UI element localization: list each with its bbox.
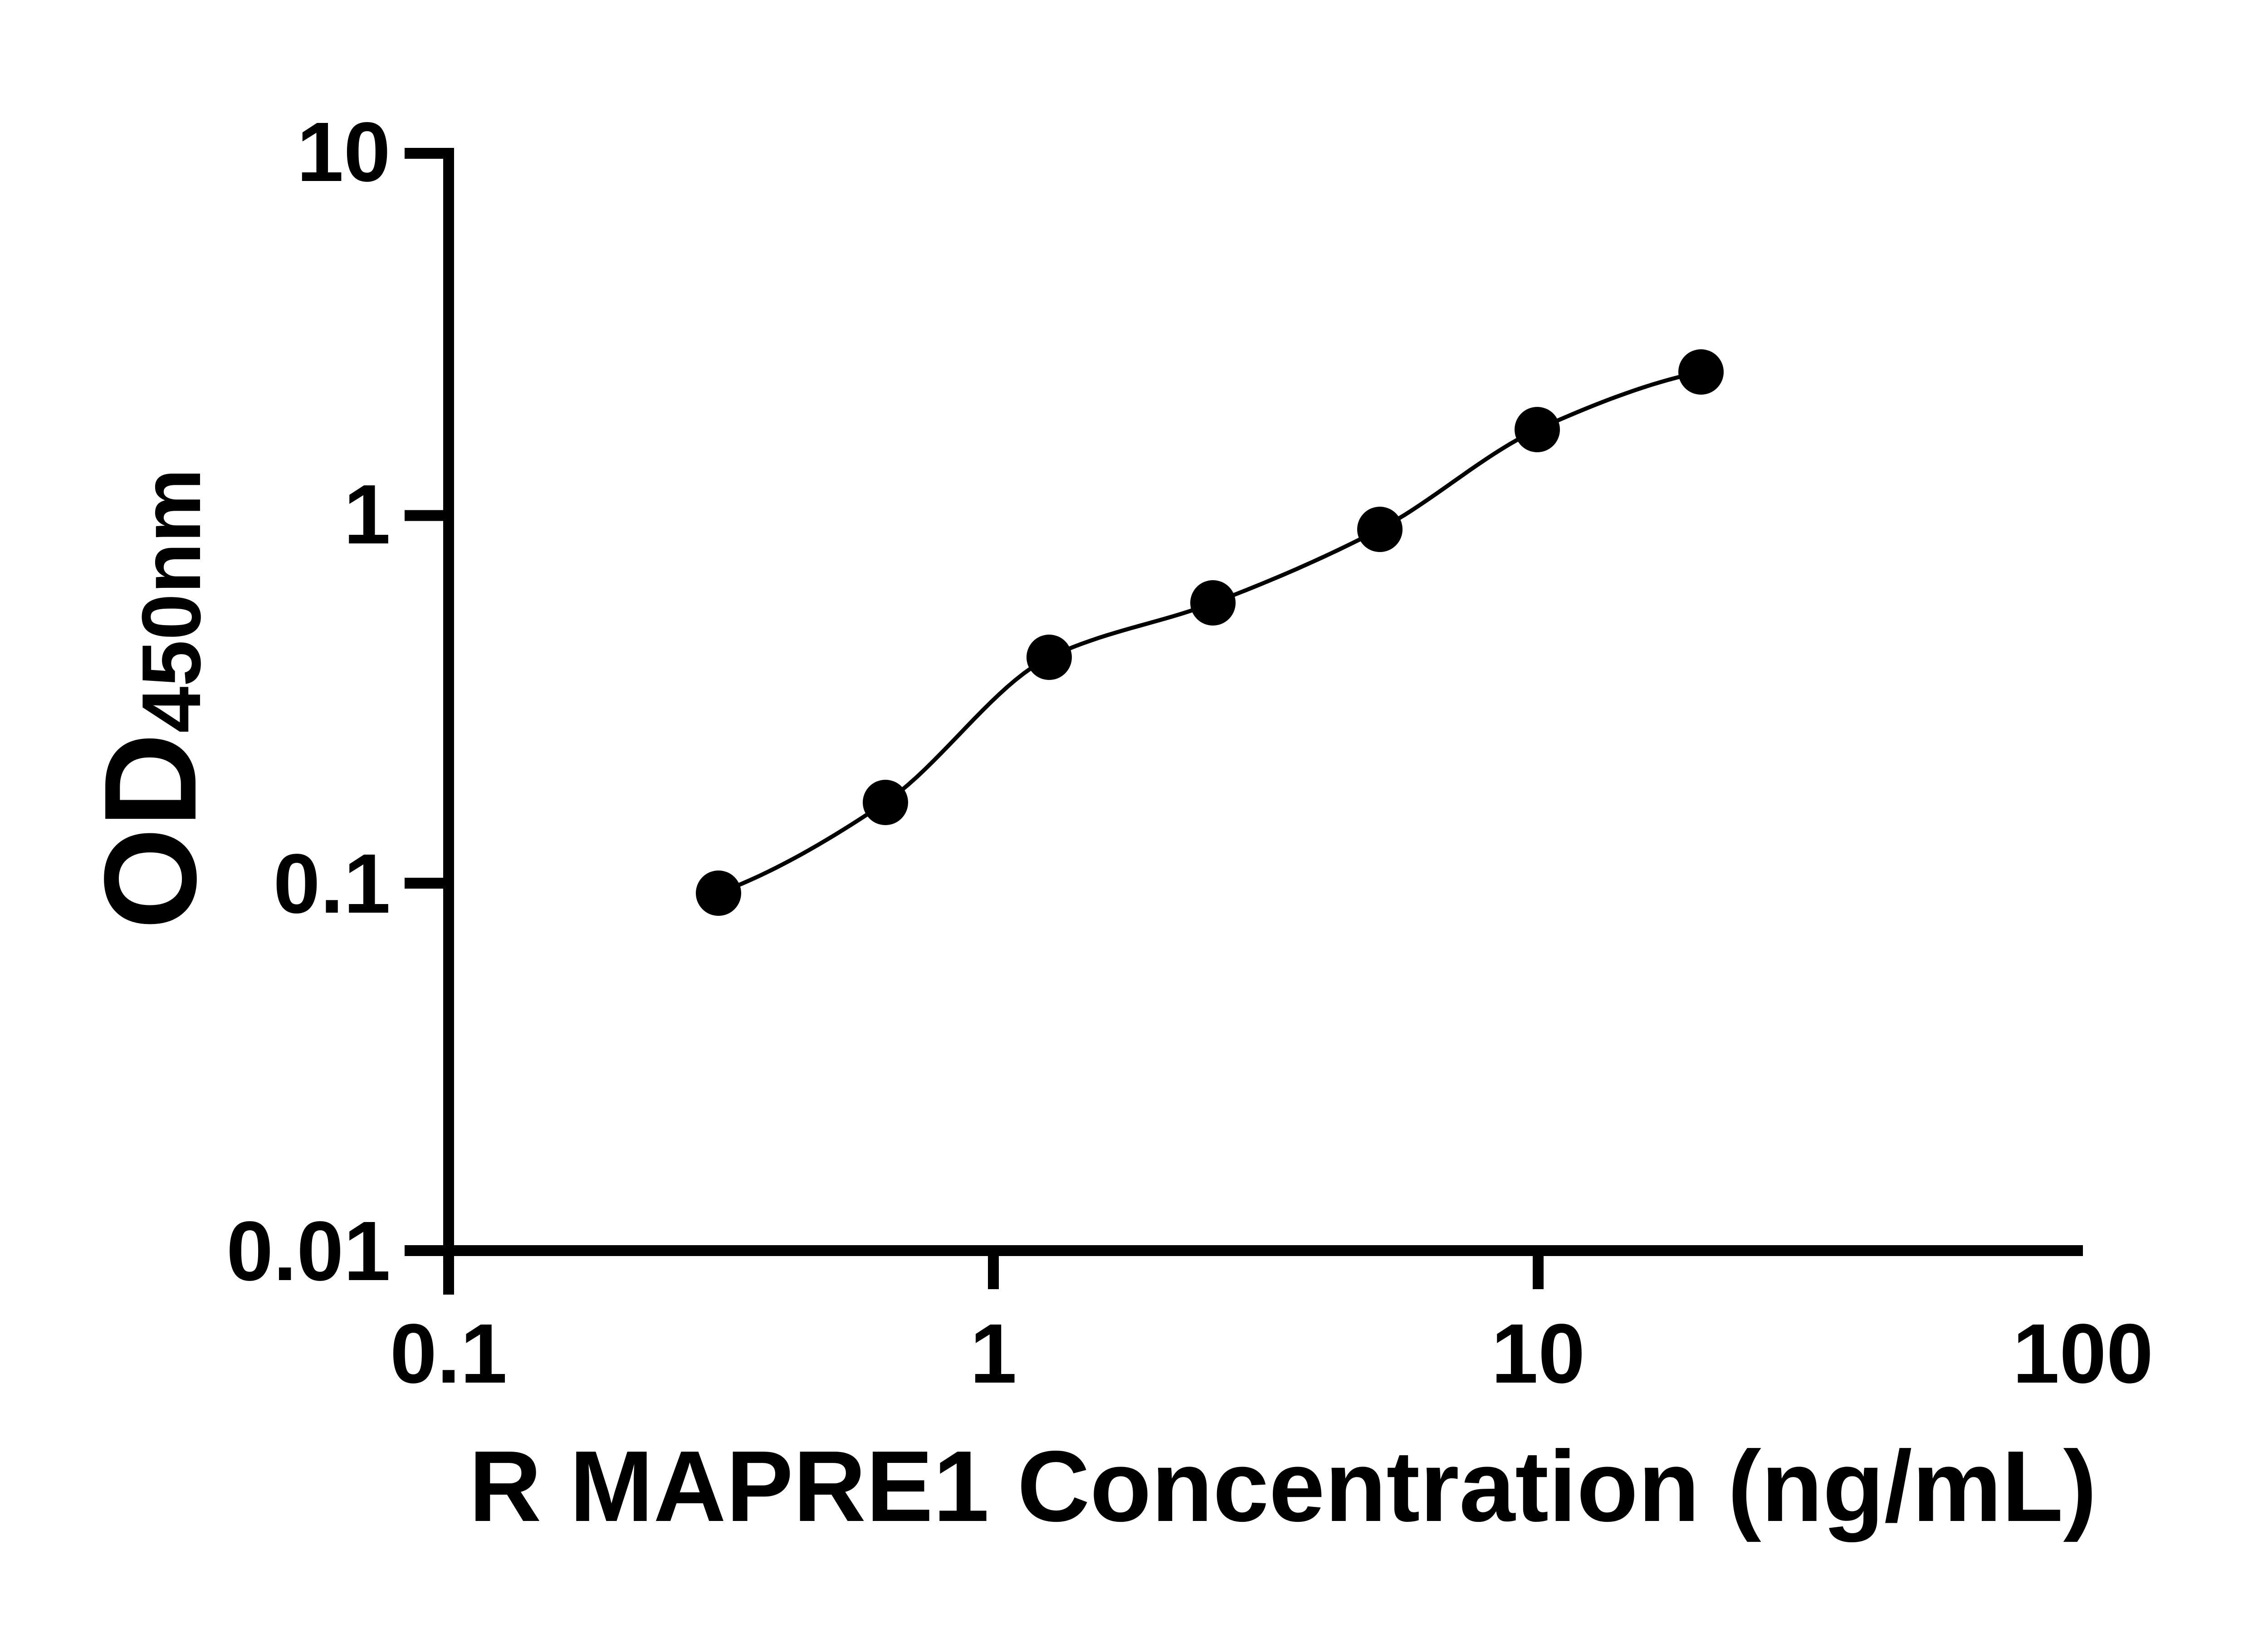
svg-text:1: 1 — [344, 468, 391, 562]
svg-text:R MAPRE1 Concentration (ng/mL): R MAPRE1 Concentration (ng/mL) — [469, 1430, 2097, 1543]
svg-text:0.01: 0.01 — [226, 1204, 391, 1298]
svg-text:100: 100 — [2013, 1307, 2153, 1401]
svg-text:0.1: 0.1 — [273, 837, 391, 931]
svg-text:0.1: 0.1 — [390, 1307, 508, 1401]
svg-text:10: 10 — [297, 105, 391, 199]
svg-text:1: 1 — [970, 1307, 1017, 1401]
svg-text:10: 10 — [1491, 1307, 1585, 1401]
